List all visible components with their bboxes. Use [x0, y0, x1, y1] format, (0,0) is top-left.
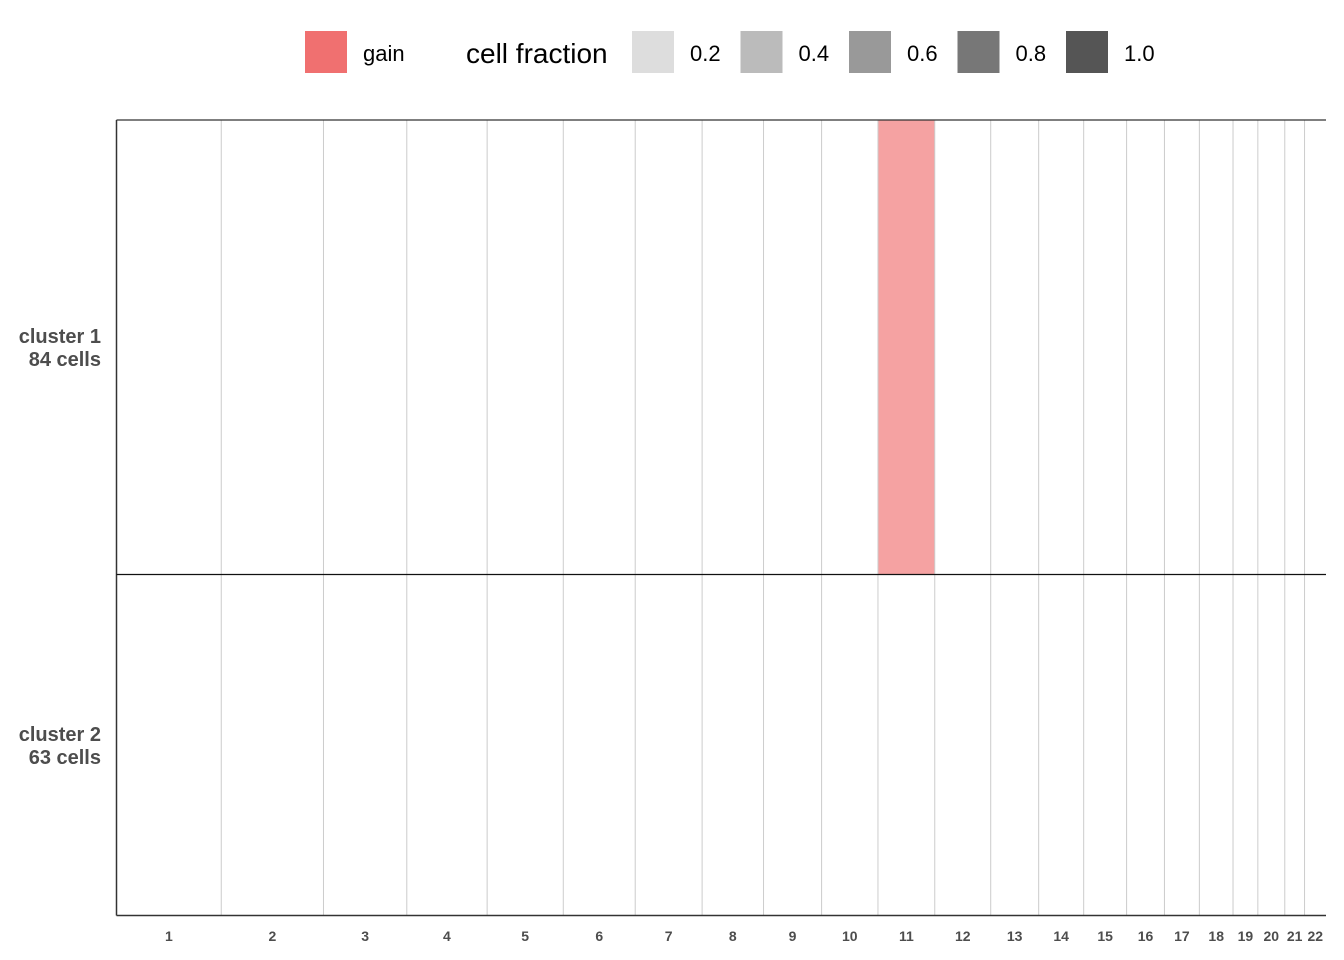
x-tick-label-13: 13 — [1007, 928, 1023, 944]
legend-fraction-label-0.8: 0.8 — [1016, 41, 1047, 66]
legend-fraction-label-0.2: 0.2 — [690, 41, 721, 66]
legend-fraction-swatch-1.0 — [1066, 31, 1108, 73]
x-tick-label-22: 22 — [1307, 928, 1323, 944]
x-tick-label-8: 8 — [729, 928, 737, 944]
plot-background — [116, 120, 1326, 916]
x-tick-label-15: 15 — [1097, 928, 1113, 944]
x-tick-label-9: 9 — [789, 928, 797, 944]
legend-fraction-swatch-0.8 — [957, 31, 1000, 73]
x-tick-label-16: 16 — [1138, 928, 1154, 944]
x-tick-label-10: 10 — [842, 928, 858, 944]
x-tick-label-11: 11 — [899, 928, 914, 944]
event-gain-cluster-1-chr-11 — [877, 120, 935, 575]
x-tick-label-1: 1 — [165, 928, 173, 944]
x-tick-label-14: 14 — [1053, 928, 1069, 944]
x-tick-label-21: 21 — [1287, 928, 1303, 944]
x-tick-label-2: 2 — [268, 928, 276, 944]
x-tick-label-4: 4 — [443, 928, 451, 944]
cluster-2-label: cluster 2 — [19, 724, 101, 746]
x-tick-label-3: 3 — [361, 928, 369, 944]
legend-fraction-levels: 0.2 0.4 0.6 0.8 1.0 — [632, 31, 1155, 73]
legend-gain-swatch — [305, 31, 347, 73]
x-tick-label-20: 20 — [1264, 928, 1280, 944]
x-axis-tick-labels: 1 2 3 4 5 6 7 8 9 10 11 12 13 14 15 16 17 18 19 20 21 22 — [165, 928, 1323, 944]
x-tick-label-12: 12 — [955, 928, 971, 944]
x-tick-label-18: 18 — [1208, 928, 1224, 944]
plot-area — [115, 119, 1326, 917]
legend-fraction-swatch-0.4 — [740, 31, 783, 73]
legend-fraction-label-0.6: 0.6 — [907, 41, 938, 66]
cluster-1-cells: 84 cells — [29, 349, 101, 371]
x-tick-label-6: 6 — [595, 928, 603, 944]
legend-fraction-swatch-0.2 — [632, 31, 674, 73]
cluster-labels: cluster 1 84 cells cluster 2 63 cells — [19, 326, 101, 769]
legend-fraction-title: cell fraction — [466, 38, 608, 69]
x-tick-label-5: 5 — [521, 928, 529, 944]
legend-fraction-label-1.0: 1.0 — [1124, 41, 1155, 66]
cluster-2-cells: 63 cells — [29, 747, 101, 769]
legend: gain cell fraction 0.2 0.4 0.6 0.8 1.0 — [305, 31, 1155, 73]
x-tick-label-19: 19 — [1238, 928, 1254, 944]
legend-fraction-swatch-0.6 — [849, 31, 891, 73]
x-tick-label-7: 7 — [665, 928, 673, 944]
legend-gain-label: gain — [363, 41, 405, 66]
cluster-1-label: cluster 1 — [19, 326, 101, 348]
legend-fraction-label-0.4: 0.4 — [799, 41, 830, 66]
x-tick-label-17: 17 — [1174, 928, 1190, 944]
